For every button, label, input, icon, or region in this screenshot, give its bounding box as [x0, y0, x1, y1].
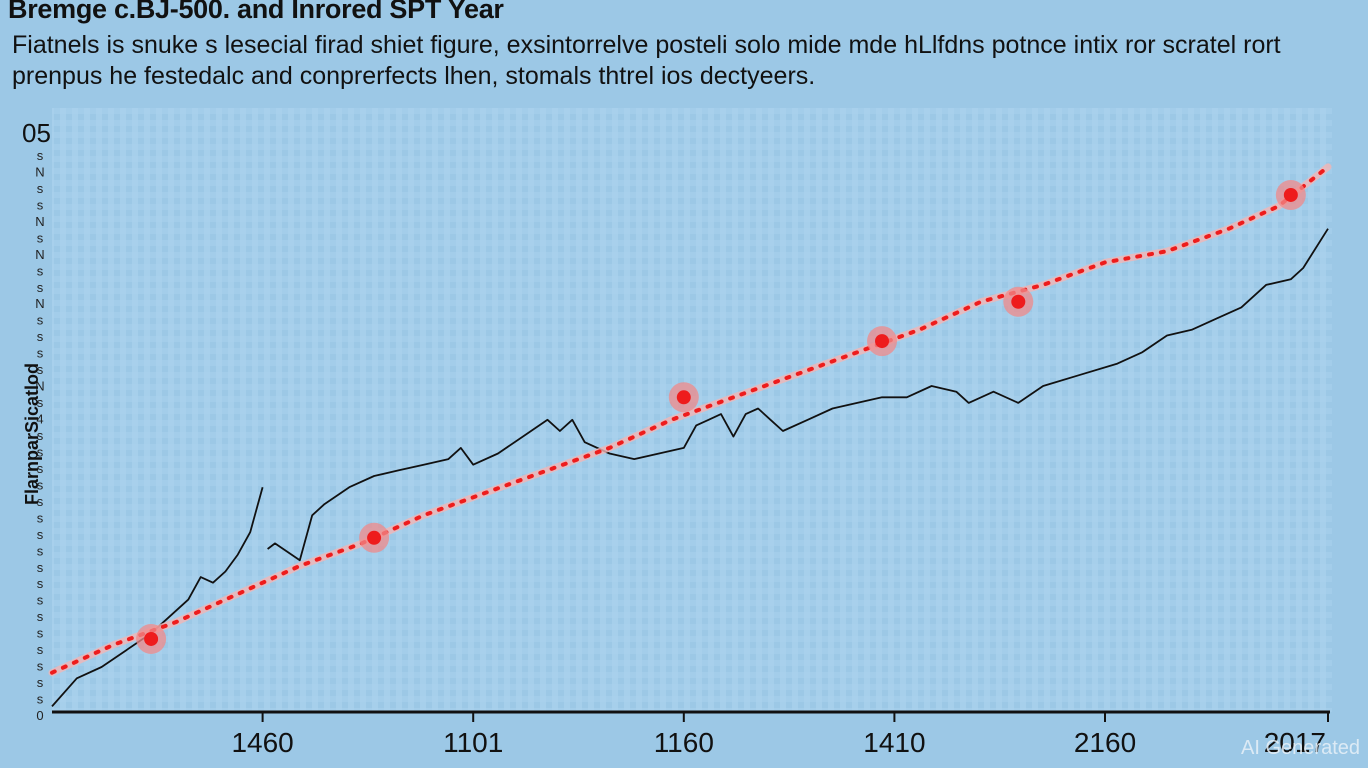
y-tick-label: s — [37, 593, 44, 608]
y-tick-label: s — [37, 263, 44, 278]
y-tick-label: s — [37, 675, 44, 690]
y-tick-label: N — [35, 247, 44, 262]
y-tick-label: s — [37, 313, 44, 328]
x-tick-label: 1460 — [231, 727, 293, 758]
y-tick-label: s — [37, 543, 44, 558]
y-tick-label: s — [37, 329, 44, 344]
y-tick-label: s — [37, 461, 44, 476]
chart-subtitle: Fiatnels is snuke s lesecial firad shiet… — [12, 31, 1281, 90]
y-tick-label: s — [37, 626, 44, 641]
y-tick-label: s — [37, 477, 44, 492]
y-tick-label: s — [37, 428, 44, 443]
y-tick-label: 0 — [36, 708, 43, 723]
y-tick-label: s — [37, 181, 44, 196]
y-tick-label: s — [37, 395, 44, 410]
y-tick-label: s — [37, 576, 44, 591]
data-line — [51, 486, 264, 707]
trend-line — [50, 164, 1330, 675]
x-tick-label: 1160 — [654, 727, 714, 758]
y-tick-label: N — [35, 379, 44, 394]
y-tick-label: s — [37, 659, 44, 674]
y-tick-label: s — [37, 197, 44, 212]
y-tick-label: s — [37, 692, 44, 707]
x-tick-label: 2017 — [1264, 727, 1326, 758]
y-tick-label: s — [37, 609, 44, 624]
x-tick-label: 1410 — [863, 727, 925, 758]
highlight-point — [1011, 294, 1026, 309]
y-tick-label: s — [37, 642, 44, 657]
y-tick-label: 4 — [36, 412, 43, 427]
highlight-point — [367, 530, 382, 545]
y-tick-label: s — [37, 510, 44, 525]
y-tick-label: s — [37, 494, 44, 509]
y-tick-label: N — [35, 164, 44, 179]
y-axis-label: FlarnparSicatlod — [22, 363, 42, 505]
y-tick-label: s — [37, 560, 44, 575]
highlight-point — [875, 334, 890, 349]
highlight-point — [144, 631, 159, 646]
y-tick-label: N — [35, 214, 44, 229]
chart-title: Bremge c.BJ-500. and Inrored SPT Year — [8, 0, 504, 24]
y-tick-label: s — [37, 346, 44, 361]
y-tick-label: s — [37, 280, 44, 295]
y-tick-label: s — [37, 148, 44, 163]
highlight-point — [1283, 187, 1298, 202]
highlight-point — [676, 390, 691, 405]
x-tick-label: 2160 — [1074, 727, 1136, 758]
y-tick-label: s — [37, 362, 44, 377]
y-tick-label: s — [37, 230, 44, 245]
y-tick-label: N — [35, 296, 44, 311]
y-tick-label: s — [37, 444, 44, 459]
data-line — [267, 228, 1329, 562]
watermark-text: AI Generated — [1241, 737, 1360, 759]
y-axis-top-label: 05 — [22, 118, 51, 148]
y-tick-label: s — [37, 527, 44, 542]
x-tick-label: 1101 — [443, 727, 503, 758]
